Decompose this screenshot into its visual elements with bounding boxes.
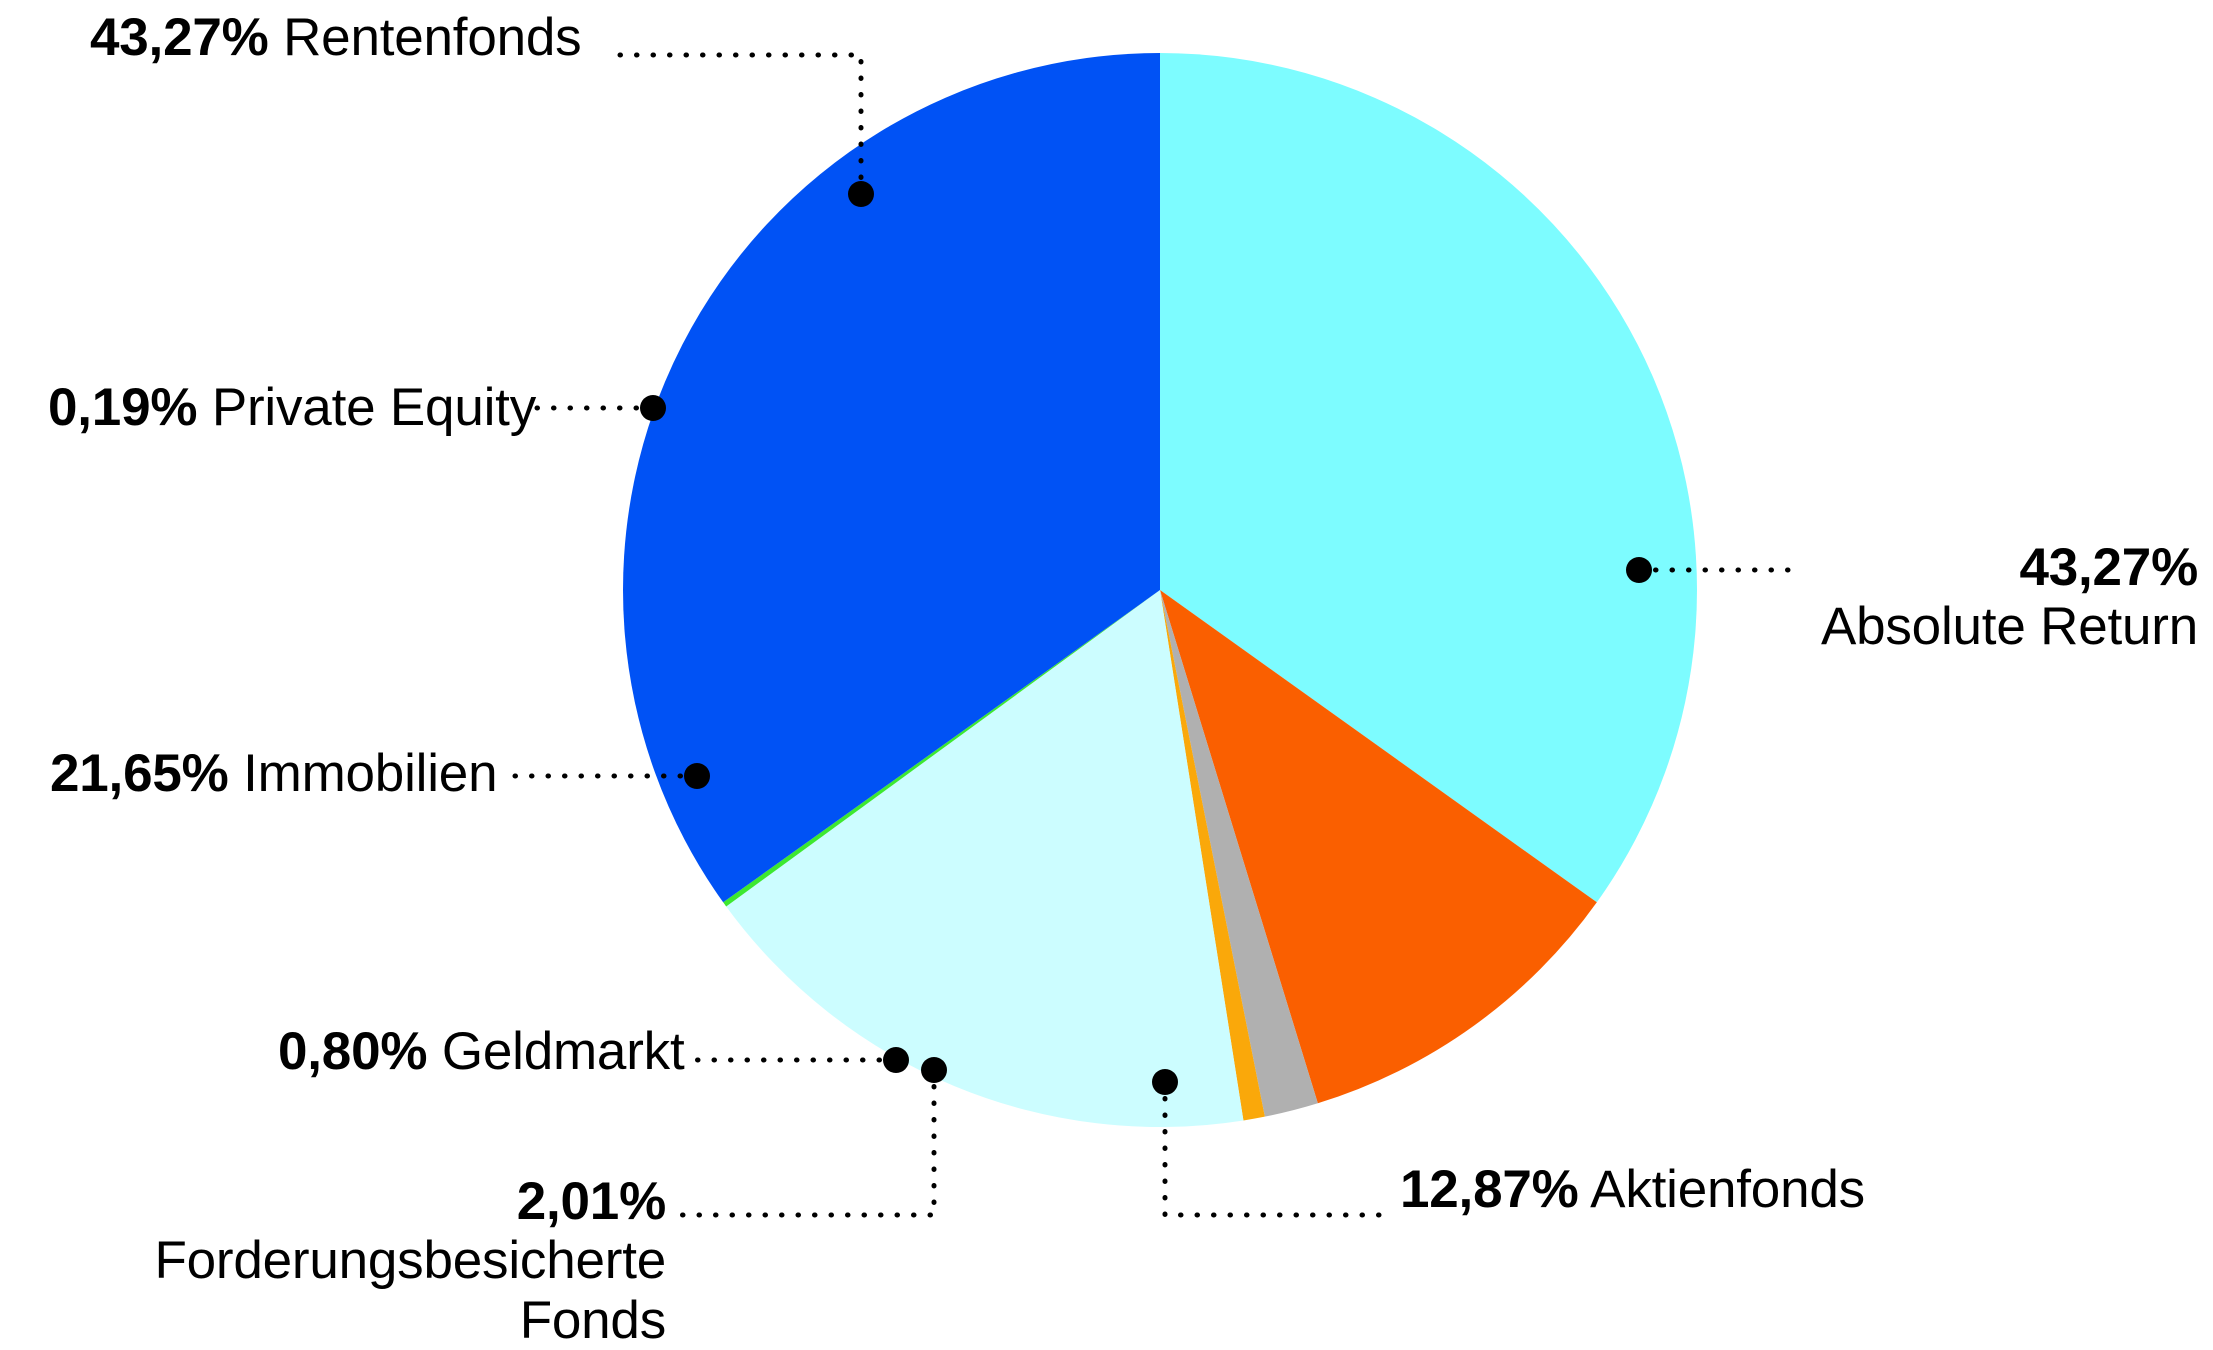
pie-slices-group <box>623 53 1697 1128</box>
pie-label-geldmarkt: 0,80% Geldmarkt <box>278 1022 685 1081</box>
pie-label-geldmarkt-name: Geldmarkt <box>441 1022 685 1081</box>
leader-dot-absolute-return <box>1626 557 1652 583</box>
leader-dot-forderungsbesicherte-fonds <box>921 1057 947 1083</box>
pie-chart-canvas <box>497 52 1803 1218</box>
pie-label-private-equity: 0,19% Private Equity <box>48 378 536 437</box>
leader-dots-group <box>640 181 1652 1095</box>
leader-line-forderungsbesicherte-fonds <box>677 1067 937 1218</box>
leader-dot-geldmarkt <box>883 1047 909 1073</box>
leader-line-aktienfonds <box>1162 1079 1391 1218</box>
pie-slice-immobilien[interactable] <box>726 590 1244 1128</box>
pie-slice-forderungsbesicherte-fonds[interactable] <box>1160 590 1318 1117</box>
pie-label-forderungsbesicherte-fonds-value: 2,01% <box>516 1172 666 1231</box>
pie-label-forderungsbesicherte-fonds-name: Forderungsbesicherte Fonds <box>154 1231 666 1350</box>
leader-dot-private-equity <box>640 395 666 421</box>
pie-label-private-equity-value: 0,19% <box>48 378 198 437</box>
pie-label-private-equity-name: Private Equity <box>211 378 536 437</box>
leader-lines-group <box>497 52 1803 1218</box>
pie-label-absolute-return-name: Absolute Return <box>1820 597 2198 657</box>
pie-label-aktienfonds-value: 12,87% <box>1400 1160 1579 1219</box>
pie-label-rentenfonds-name: Rentenfonds <box>283 8 582 67</box>
pie-slice-geldmarkt[interactable] <box>1160 590 1265 1121</box>
leader-dot-rentenfonds <box>848 181 874 207</box>
pie-slice-private-equity[interactable] <box>723 590 1160 907</box>
pie-label-absolute-return: 43,27% Absolute Return <box>1818 538 2198 657</box>
pie-slice-absolute-return[interactable] <box>1160 53 1697 903</box>
pie-chart-figure: 43,27% Rentenfonds 0,19% Private Equity … <box>48 8 2199 1350</box>
pie-label-geldmarkt-value: 0,80% <box>278 1022 428 1081</box>
pie-label-immobilien-name: Immobilien <box>243 744 498 803</box>
pie-label-absolute-return-value: 43,27% <box>2019 538 2198 597</box>
pie-slice-aktienfonds[interactable] <box>1160 590 1597 1104</box>
pie-label-aktienfonds: 12,87% Aktienfonds <box>1400 1160 1865 1219</box>
pie-label-rentenfonds-value: 43,27% <box>90 8 269 67</box>
leader-dot-aktienfonds <box>1152 1069 1178 1095</box>
pie-slice-rentenfonds[interactable] <box>623 53 1160 903</box>
leader-dot-immobilien <box>684 763 710 789</box>
pie-label-immobilien-value: 21,65% <box>50 744 229 803</box>
pie-label-immobilien: 21,65% Immobilien <box>50 744 498 803</box>
pie-label-aktienfonds-name: Aktienfonds <box>1590 1160 1865 1219</box>
pie-label-forderungsbesicherte-fonds: 2,01% Forderungsbesicherte Fonds <box>26 1172 666 1350</box>
pie-label-rentenfonds: 43,27% Rentenfonds <box>90 8 582 67</box>
